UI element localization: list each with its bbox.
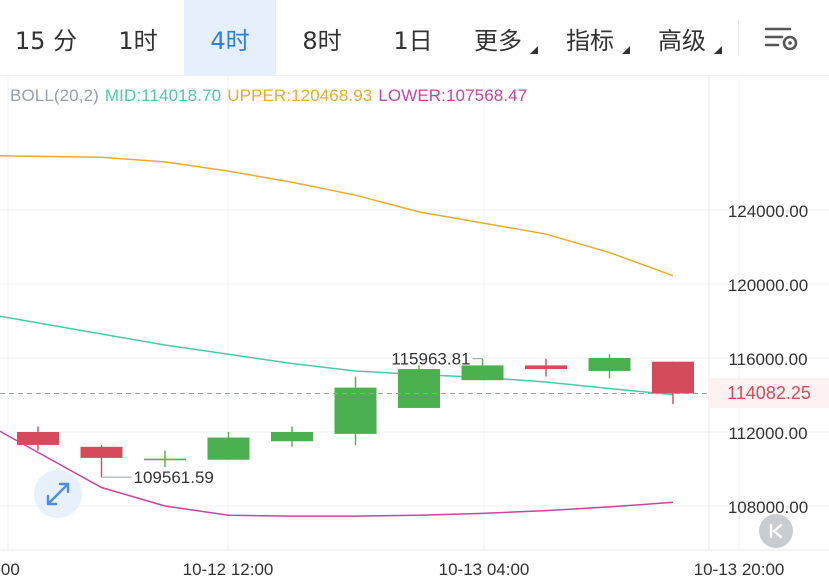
candle-body [80,446,123,458]
y-axis-tick-label: 108000.00 [728,498,808,517]
current-price-tag: 114082.25 [709,378,829,409]
x-axis-tick-label: 10-12 12:00 [183,560,274,579]
candle-body [525,365,567,370]
high-price-label: 115963.81 [391,350,470,369]
tab-indicators[interactable]: 指标 [560,0,634,76]
x-axis-tick-label: 10-13 20:00 [694,560,785,579]
chart-grid [0,76,829,551]
candle-body [461,365,504,381]
candle-body [17,432,59,445]
tab-advanced-label: 高级 [658,26,706,55]
boll-upper-line [0,155,674,277]
boll-mid-value: MID:114018.70 [104,86,222,105]
tab-advanced[interactable]: 高级 [652,0,726,76]
candlestick-chart[interactable]: 124000.00 120000.00 116000.00 112000.00 1080… [0,76,829,584]
y-axis-tick-label: 120000.00 [728,276,808,295]
low-price-label: 109561.59 [134,468,214,487]
x-axis-tick-label: :00 [0,560,20,579]
x-axis-tick-label: 10-13 04:00 [439,560,530,579]
chart-settings-button[interactable] [760,18,804,58]
chart-canvas[interactable]: 124000.00 120000.00 116000.00 112000.00 1080… [0,76,829,584]
boll-lower-value: LOWER:107568.47 [378,86,528,105]
boll-lines [0,155,674,517]
tab-indicators-label: 指标 [566,26,614,55]
expand-chart-button[interactable] [34,470,82,518]
expand-arrows-icon [46,482,70,506]
candle-body [271,432,313,442]
chart-annotations: 115963.81 109561.59 [0,350,709,487]
caret-down-icon [622,46,630,54]
boll-name: BOLL(20,2) [10,86,99,105]
chart-settings-icon [764,27,798,51]
boll-mid-line [0,315,674,396]
candle-body [588,358,631,371]
tab-1-day[interactable]: 1日 [393,26,433,55]
chart-axes: 124000.00 120000.00 116000.00 112000.00 1080… [0,202,808,579]
tab-more[interactable]: 更多 [468,0,542,76]
tab-divider [738,20,739,56]
tab-15-minutes[interactable]: 15 分 [14,26,78,55]
interval-tab-bar: 15 分 1时 4时 8时 1日 更多 指标 高级 [0,0,829,76]
candle-body [398,369,440,408]
tab-4-hour[interactable]: 4时 [184,0,276,76]
tab-8-hour[interactable]: 8时 [302,26,342,55]
y-axis-tick-label: 112000.00 [728,424,807,443]
candle-body [144,458,186,461]
boll-lower-line [0,430,674,517]
y-axis-tick-label: 124000.00 [728,202,808,221]
boll-upper-value: UPPER:120468.93 [227,86,373,105]
tab-more-label: 更多 [474,26,522,55]
tab-1-hour[interactable]: 1时 [118,26,158,55]
candles [17,354,694,478]
caret-down-icon [530,46,538,54]
boll-legend[interactable]: BOLL(20,2) MID:114018.70 UPPER:120468.93 LO… [10,86,533,106]
scroll-to-latest-button[interactable] [759,514,793,548]
y-axis-tick-label: 116000.00 [728,350,807,369]
candle-body [652,361,694,394]
candle-body [334,387,377,434]
caret-down-icon [714,46,722,54]
candle-body [207,437,250,460]
skip-to-end-icon [769,523,783,539]
